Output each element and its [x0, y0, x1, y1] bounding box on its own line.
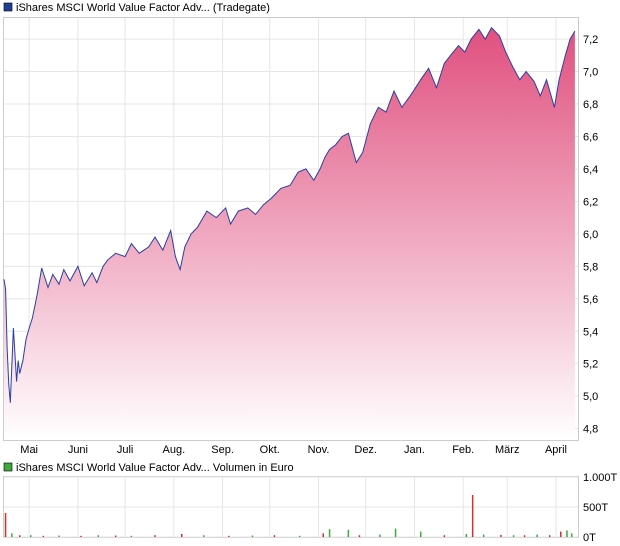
volume-bar: [203, 535, 205, 537]
volume-y-axis: 0T 500T 1.000T: [583, 472, 618, 544]
volume-bar: [566, 530, 568, 537]
volume-bar: [571, 533, 573, 537]
volume-bar: [298, 535, 301, 537]
volume-bar: [322, 533, 324, 537]
price-x-tick-label: Aug.: [163, 444, 186, 456]
volume-legend-swatch: [3, 462, 13, 472]
volume-bar: [328, 529, 331, 537]
price-y-tick-label: 6,8: [583, 99, 598, 111]
volume-grid: [4, 476, 578, 538]
volume-bar: [420, 531, 422, 537]
price-y-tick-label: 6,2: [583, 196, 598, 208]
price-y-tick-label: 5,6: [583, 294, 598, 306]
volume-bar: [181, 534, 183, 537]
price-y-tick-label: 5,4: [583, 326, 598, 338]
price-chart-title: iShares MSCI World Value Factor Adv... (…: [16, 2, 270, 14]
price-x-tick-label: Dez.: [354, 444, 377, 456]
price-y-tick-label: 6,6: [583, 131, 598, 143]
price-x-tick-label: Okt.: [260, 444, 280, 456]
price-x-tick-label: Jan.: [404, 444, 425, 456]
price-x-tick-label: April: [545, 444, 567, 456]
volume-bar: [379, 534, 381, 537]
price-y-tick-label: 5,8: [583, 261, 598, 273]
price-y-tick-label: 4,8: [583, 424, 598, 436]
volume-bar: [4, 513, 7, 537]
volume-bar: [548, 535, 551, 537]
volume-bar: [114, 535, 117, 537]
volume-bar: [560, 531, 562, 537]
price-line: [3, 26, 576, 403]
price-y-tick-label: 6,0: [583, 229, 598, 241]
volume-bar: [523, 535, 526, 537]
volume-bar: [80, 535, 82, 537]
volume-bar: [251, 535, 254, 537]
price-y-tick-label: 5,0: [583, 391, 598, 403]
volume-bar: [358, 535, 361, 537]
volume-y-tick-label: 500T: [583, 502, 608, 514]
price-x-tick-label: Feb.: [452, 444, 474, 456]
volume-chart-title: iShares MSCI World Value Factor Adv... V…: [16, 462, 294, 474]
volume-bar: [536, 534, 538, 537]
volume-bar: [30, 535, 32, 537]
volume-bar: [19, 535, 21, 537]
price-y-tick-label: 6,4: [583, 164, 598, 176]
volume-bar: [471, 495, 474, 537]
price-x-tick-label: März: [495, 444, 519, 456]
volume-bar: [500, 534, 502, 537]
price-legend-swatch: [3, 2, 13, 12]
price-x-tick-label: Mai: [20, 444, 38, 456]
volume-bar: [154, 535, 156, 537]
price-y-tick-label: 7,0: [583, 67, 598, 79]
volume-y-tick-label: 0T: [583, 532, 596, 544]
price-x-tick-label: Juli: [117, 444, 134, 456]
volume-bar: [443, 535, 446, 537]
volume-bar: [228, 535, 230, 537]
price-y-tick-label: 5,2: [583, 359, 598, 371]
volume-bar: [58, 535, 60, 537]
volume-bar: [482, 534, 485, 537]
volume-bars: [4, 495, 573, 537]
price-x-tick-label: Juni: [68, 444, 88, 456]
price-x-tick-label: Nov.: [308, 444, 330, 456]
volume-bar: [512, 535, 515, 537]
volume-bar: [465, 534, 468, 537]
volume-bar: [347, 529, 350, 537]
price-y-axis: 4,8 5,0 5,2 5,4 5,6 5,8 6,0 6,2 6,4 6,6 6,8 7,0 7,2: [583, 34, 598, 436]
volume-y-tick-label: 1.000T: [583, 472, 618, 484]
price-area: [4, 27, 575, 440]
price-y-tick-label: 7,2: [583, 34, 598, 46]
volume-bar: [273, 535, 276, 537]
volume-bar: [42, 535, 45, 537]
volume-bar: [130, 535, 133, 537]
volume-bar: [97, 535, 100, 537]
price-x-tick-label: Sep.: [211, 444, 234, 456]
price-x-axis: Mai Juni Juli Aug. Sep. Okt. Nov. Dez. Jan. Feb. M…: [20, 444, 567, 456]
volume-bar: [394, 528, 397, 537]
volume-bar: [11, 533, 13, 537]
